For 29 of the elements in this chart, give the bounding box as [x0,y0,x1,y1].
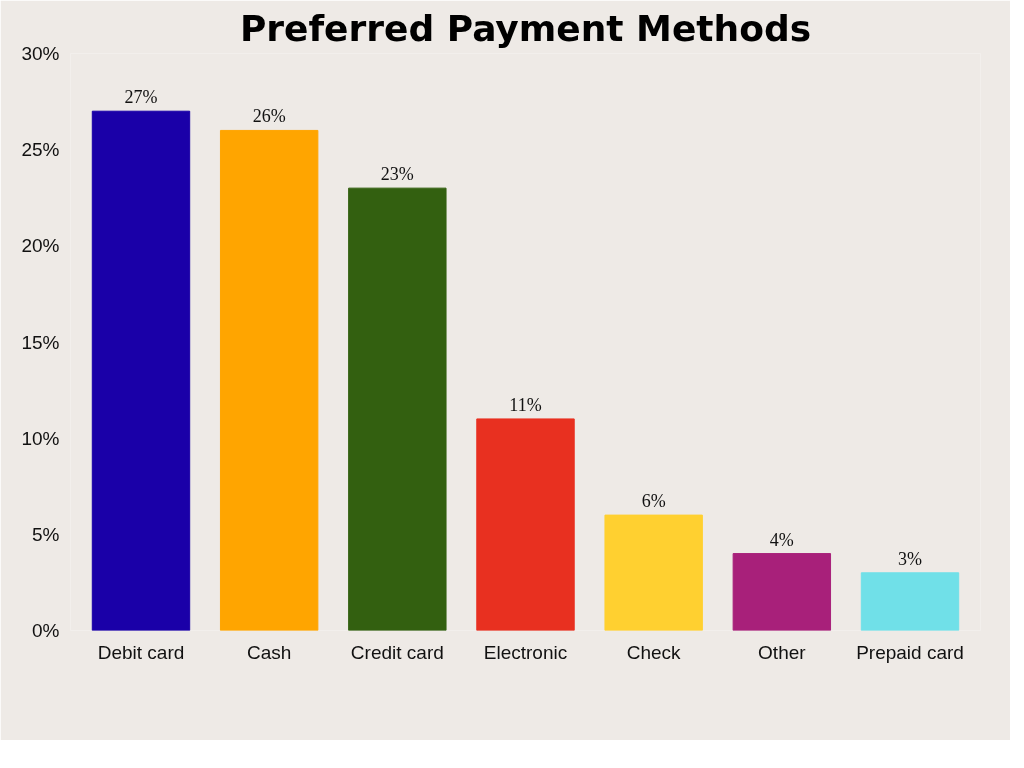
y-tick-label: 15% [21,331,60,353]
x-tick-label: Prepaid card [856,641,964,663]
bar [476,418,575,631]
x-tick-label: Debit card [97,641,185,663]
x-tick-label: Cash [246,641,292,663]
bar [732,553,832,631]
x-tick-label: Other [758,641,807,663]
bar [604,514,703,631]
data-label: 4% [769,529,794,550]
y-tick-label: 5% [32,523,60,545]
data-label: 27% [124,87,158,108]
chart-title: Preferred Payment Methods [239,7,812,49]
bar [348,187,447,631]
y-tick-label: 30% [21,43,60,64]
data-label: 26% [252,106,286,127]
bar [219,129,319,631]
data-label: 11% [509,394,542,415]
data-label: 23% [380,164,414,185]
y-tick-label: 0% [32,620,60,641]
y-tick-label: 25% [21,139,60,161]
bar [91,110,191,631]
x-tick-label: Electronic [483,641,568,663]
y-tick-label: 10% [21,427,60,449]
x-tick-label: Check [626,641,682,663]
data-label: 3% [898,548,923,569]
bar [860,572,960,631]
data-label: 6% [641,491,666,512]
y-tick-label: 20% [21,235,60,257]
x-tick-label: Credit card [350,641,444,663]
